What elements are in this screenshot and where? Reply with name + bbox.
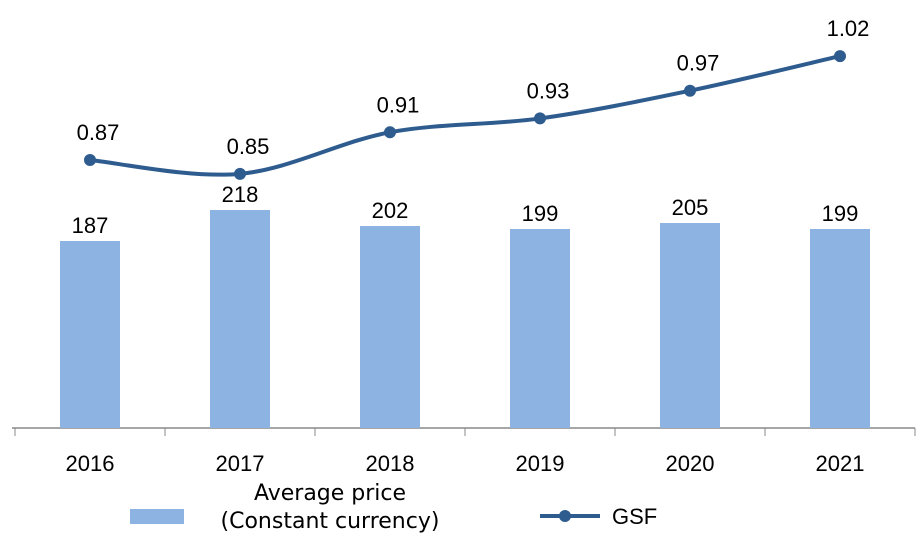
bar	[360, 226, 420, 428]
data-label: 199	[822, 201, 859, 226]
x-tick-label: 2021	[816, 451, 865, 476]
data-label: 218	[222, 182, 259, 207]
marker	[84, 153, 96, 166]
data-label: 1.02	[827, 16, 870, 41]
data-label: 199	[522, 201, 559, 226]
data-label: 0.91	[377, 92, 420, 117]
x-tick-label: 2016	[66, 451, 115, 476]
x-tick-label: 2017	[216, 451, 265, 476]
marker	[834, 50, 846, 63]
bar	[210, 210, 270, 428]
data-label: 202	[372, 198, 409, 223]
data-label: 0.93	[527, 78, 570, 103]
marker	[534, 112, 546, 125]
legend-swatch	[559, 510, 571, 522]
marker	[684, 84, 696, 97]
data-label: 0.87	[77, 120, 120, 145]
legend-swatch	[130, 509, 184, 524]
marker	[234, 167, 246, 180]
data-label: 0.97	[677, 51, 720, 76]
x-tick-label: 2019	[516, 451, 565, 476]
bar	[510, 229, 570, 428]
data-label: 205	[672, 195, 709, 220]
data-label: 187	[72, 213, 109, 238]
bar	[810, 229, 870, 428]
bar	[60, 241, 120, 428]
marker	[384, 126, 396, 139]
x-tick-label: 2020	[666, 451, 715, 476]
bar	[660, 223, 720, 428]
legend-label: Average price (Constant currency)	[220, 481, 440, 534]
line	[89, 54, 841, 177]
x-tick-label: 2018	[366, 451, 415, 476]
data-label: 0.85	[227, 134, 270, 159]
legend-label: GSF	[612, 504, 657, 529]
